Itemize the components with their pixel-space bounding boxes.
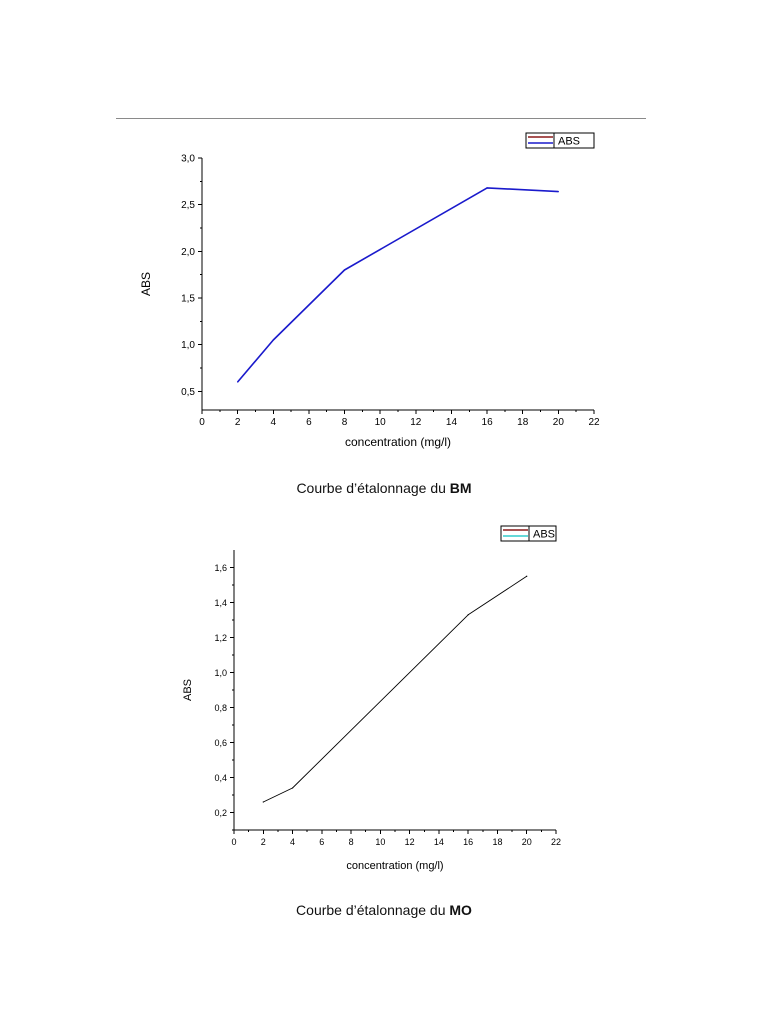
x-tick-label: 18 (517, 417, 529, 428)
legend: ABS (525, 132, 595, 149)
caption-bm-bold: BM (449, 480, 472, 496)
data-point (237, 381, 239, 383)
y-tick-label: 2,5 (181, 200, 195, 211)
y-tick-label: 1,6 (214, 563, 227, 573)
data-point (291, 787, 294, 789)
x-axis-label: concentration (mg/l) (345, 435, 451, 449)
x-tick-label: 6 (306, 417, 312, 428)
caption-mo: Courbe d’étalonnage du MO (0, 902, 768, 918)
x-tick-label: 6 (319, 837, 324, 847)
y-tick-label: 3,0 (181, 154, 195, 165)
caption-mo-text: Courbe d’étalonnage du (296, 902, 450, 918)
x-tick-label: 0 (231, 837, 236, 847)
x-tick-label: 0 (199, 417, 205, 428)
legend-label: ABS (558, 136, 580, 148)
x-tick-label: 10 (375, 417, 387, 428)
y-tick-label: 1,4 (214, 598, 227, 608)
y-tick-label: 1,5 (181, 294, 195, 305)
x-tick-label: 20 (553, 417, 565, 428)
x-tick-label: 22 (588, 417, 600, 428)
data-point (343, 269, 346, 271)
x-tick-label: 8 (349, 837, 354, 847)
x-tick-label: 20 (522, 837, 532, 847)
y-tick-label: 1,0 (181, 340, 195, 351)
x-tick-label: 12 (410, 417, 422, 428)
x-axis-label: concentration (mg/l) (346, 860, 443, 872)
data-point (467, 614, 469, 616)
data-point (526, 575, 528, 577)
x-tick-label: 2 (261, 837, 266, 847)
legend-label: ABS (533, 529, 555, 541)
x-tick-label: 16 (482, 417, 494, 428)
y-tick-label: 2,0 (181, 247, 195, 258)
y-tick-label: 1,0 (214, 668, 227, 678)
data-point (557, 191, 559, 193)
x-tick-label: 14 (434, 837, 444, 847)
chart-1: 0 2 4 6 8 10 12 14 16 18 20 22 0,2 0,4 0,6 0,8 1,0 1,2 1,4… (182, 525, 561, 872)
x-tick-label: 14 (446, 417, 458, 428)
x-tick-label: 8 (342, 417, 348, 428)
x-tick-label: 22 (551, 837, 561, 847)
y-tick-label: 0,8 (214, 703, 227, 713)
x-tick-label: 18 (492, 837, 502, 847)
x-tick-label: 2 (235, 417, 241, 428)
y-tick-label: 0,4 (214, 773, 227, 783)
y-tick-label: 0,6 (214, 738, 227, 748)
x-tick-label: 4 (290, 837, 295, 847)
x-tick-label: 10 (375, 837, 385, 847)
x-tick-label: 16 (463, 837, 473, 847)
top-rule (116, 118, 646, 119)
caption-bm: Courbe d’étalonnage du BM (0, 480, 768, 496)
x-tick-label: 4 (270, 417, 276, 428)
data-point (262, 801, 264, 803)
legend: ABS (500, 525, 557, 542)
y-tick-label: 1,2 (214, 633, 227, 643)
y-axis-label: ABS (139, 272, 153, 296)
y-tick-label: 0,2 (214, 808, 227, 818)
series-line (263, 575, 527, 803)
y-tick-label: 0,5 (181, 387, 195, 398)
caption-bm-text: Courbe d’étalonnage du (296, 480, 450, 496)
chart-0: 0 2 4 6 8 10 12 14 16 18 20 22 0,5 1,0 1,5 2,0 2,5 3,0 con… (139, 132, 600, 449)
caption-mo-bold: MO (449, 902, 472, 918)
data-point (272, 339, 274, 341)
series-line (236, 187, 559, 383)
y-axis-label: ABS (182, 679, 194, 701)
x-tick-label: 12 (405, 837, 415, 847)
data-point (486, 187, 488, 189)
